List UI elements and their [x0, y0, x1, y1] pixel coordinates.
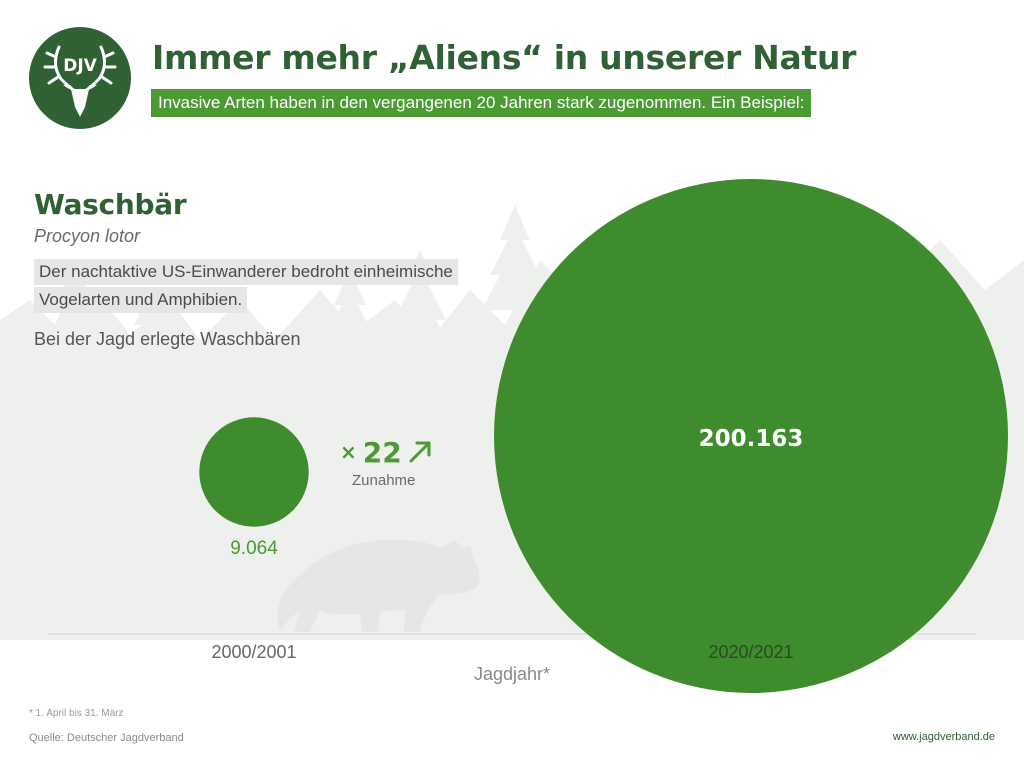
bubble-2 — [494, 179, 1008, 693]
x-axis-title: Jagdjahr* — [474, 664, 550, 684]
source-credit: Quelle: Deutscher Jagdverband — [29, 732, 184, 744]
arrow-up-right-icon — [408, 438, 432, 471]
category-label-1: 2000/2001 — [211, 642, 296, 662]
website-link[interactable]: www.jagdverband.de — [892, 731, 995, 743]
increase-factor: × 22 — [340, 436, 432, 471]
value-label-2: 200.163 — [699, 426, 804, 452]
category-label-2: 2020/2021 — [708, 642, 793, 662]
factor-prefix: × — [340, 440, 357, 464]
metric-label: Bei der Jagd erlegte Waschbären — [34, 329, 301, 349]
value-label-1: 9.064 — [230, 538, 278, 559]
page-title: Immer mehr „Aliens“ in unserer Natur — [152, 38, 857, 77]
factor-value: 22 — [362, 436, 402, 469]
logo-text: DJV — [63, 56, 97, 76]
raccoon-silhouette-icon — [277, 539, 480, 632]
description-line-2: Vogelarten und Amphibien. — [34, 287, 248, 313]
footnote: * 1. April bis 31. März — [29, 708, 124, 719]
page-subtitle: Invasive Arten haben in den vergangenen … — [151, 89, 812, 117]
description-line-1: Der nachtaktive US-Einwanderer bedroht e… — [34, 259, 458, 285]
djv-logo: DJV — [29, 27, 131, 129]
species-name: Waschbär — [34, 188, 187, 221]
bubble-1 — [199, 417, 309, 527]
species-latin-name: Procyon lotor — [34, 226, 141, 246]
deer-antlers-icon: DJV — [43, 45, 117, 117]
increase-factor-label: Zunahme — [352, 472, 416, 489]
